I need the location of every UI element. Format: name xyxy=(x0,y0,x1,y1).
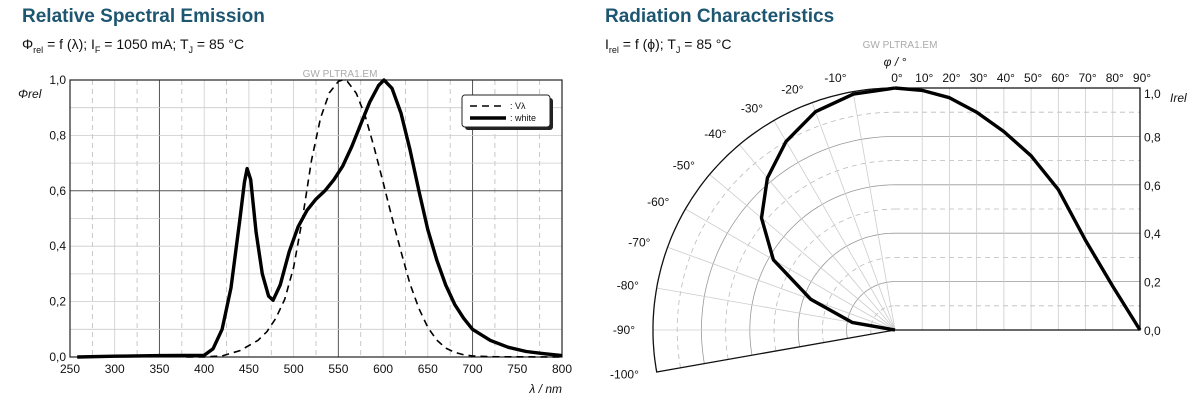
right-chart-title: Radiation Characteristics xyxy=(605,6,835,27)
polar-curve xyxy=(759,86,896,332)
x-tick-label: 400 xyxy=(194,362,214,376)
sub-phi: Φ xyxy=(22,36,34,52)
x-tick-label: 450 xyxy=(239,362,259,376)
y-tick-label: 0,6 xyxy=(49,184,66,198)
angle-tick-label: -90° xyxy=(613,323,635,337)
polar-spoke xyxy=(667,246,896,331)
r-tick-label: 0,0 xyxy=(1144,324,1161,338)
sub-b: = 1050 mA; T xyxy=(100,36,189,52)
angle-tick-label: 60° xyxy=(1051,71,1069,85)
sub-J: J xyxy=(675,44,681,55)
x-tick-label: 250 xyxy=(60,362,80,376)
left-chart-title: Relative Spectral Emission xyxy=(22,6,265,27)
sub-J: J xyxy=(188,44,194,55)
polar-spoke xyxy=(685,208,896,331)
right-chart-subtitle: Irel = f (ϕ); TJ = 85 °C xyxy=(605,36,732,55)
x-axis-label: λ / nm xyxy=(528,382,562,396)
angle-tick-label: 50° xyxy=(1024,71,1042,85)
angle-tick-label: -10° xyxy=(824,71,846,85)
cartesian-curve xyxy=(894,86,1142,331)
sub-a: = f (λ); I xyxy=(43,36,95,52)
series-line-white xyxy=(77,78,563,359)
watermark: GW PLTRA1.EM xyxy=(303,69,378,80)
angle-tick-label: 10° xyxy=(915,71,933,85)
sub-c: = 85 °C xyxy=(193,36,245,52)
angle-tick-label: -80° xyxy=(617,279,639,293)
angle-tick-label: 70° xyxy=(1078,71,1096,85)
x-tick-label: 600 xyxy=(373,362,393,376)
y-tick-label: 1,0 xyxy=(49,73,66,87)
x-tick-label: 350 xyxy=(149,362,169,376)
y-tick-label: 0,4 xyxy=(49,239,66,253)
angle-tick-label: 80° xyxy=(1106,71,1124,85)
angle-tick-label: -70° xyxy=(628,235,650,249)
angle-tick-label: -40° xyxy=(704,127,726,141)
sub-F: F xyxy=(94,44,101,55)
series-line-v-lambda xyxy=(186,79,563,358)
y-tick-label: 0,0 xyxy=(49,350,66,364)
sub-rel: rel xyxy=(608,44,619,55)
x-tick-label: 550 xyxy=(328,362,348,376)
watermark: GW PLTRA1.EM xyxy=(863,40,938,51)
polar-spoke xyxy=(852,91,896,331)
angle-tick-label: 30° xyxy=(970,71,988,85)
r-tick-label: 1,0 xyxy=(1144,87,1161,101)
legend-label: : Vλ xyxy=(510,101,526,111)
x-tick-label: 700 xyxy=(463,362,483,376)
r-tick-label: 0,2 xyxy=(1144,276,1161,290)
angle-tick-label: 40° xyxy=(997,71,1015,85)
x-tick-label: 750 xyxy=(507,362,527,376)
polar-spoke xyxy=(811,102,896,331)
x-tick-label: 300 xyxy=(105,362,125,376)
angle-tick-label: -30° xyxy=(741,101,763,115)
angle-axis-label: φ / ° xyxy=(884,55,907,69)
r-tick-label: 0,6 xyxy=(1144,179,1161,193)
legend-box xyxy=(461,94,551,128)
sub-I: I xyxy=(605,36,609,52)
angle-tick-label: -100° xyxy=(610,367,639,381)
r-tick-label: 0,4 xyxy=(1144,227,1161,241)
legend-label: : white xyxy=(510,113,536,123)
angle-tick-label: 0° xyxy=(891,71,903,85)
polar-spoke xyxy=(739,144,896,331)
sub-c: = 85 °C xyxy=(680,36,732,52)
y-axis-label: Φrel xyxy=(18,87,42,101)
x-tick-label: 500 xyxy=(284,362,304,376)
angle-tick-label: -20° xyxy=(781,82,803,96)
polar-spoke xyxy=(709,174,896,331)
left-chart-subtitle: Φrel = f (λ); IF = 1050 mA; TJ = 85 °C xyxy=(22,36,244,55)
polar-frame xyxy=(652,87,1141,373)
polar-spoke xyxy=(773,120,896,331)
plot-frame xyxy=(69,79,563,358)
r-axis-label: Irel xyxy=(1170,91,1187,105)
angle-tick-label: 90° xyxy=(1133,71,1151,85)
r-tick-label: 0,8 xyxy=(1144,130,1161,144)
angle-tick-label: -60° xyxy=(647,195,669,209)
x-tick-label: 650 xyxy=(418,362,438,376)
x-tick-label: 800 xyxy=(552,362,572,376)
polar-ring xyxy=(773,208,896,352)
angle-tick-label: -50° xyxy=(673,158,695,172)
y-tick-label: 0,8 xyxy=(49,128,66,142)
sub-rel: rel xyxy=(33,44,44,55)
angle-tick-label: 20° xyxy=(942,71,960,85)
y-tick-label: 0,2 xyxy=(49,295,66,309)
sub-a: = f (ϕ); T xyxy=(618,36,676,52)
